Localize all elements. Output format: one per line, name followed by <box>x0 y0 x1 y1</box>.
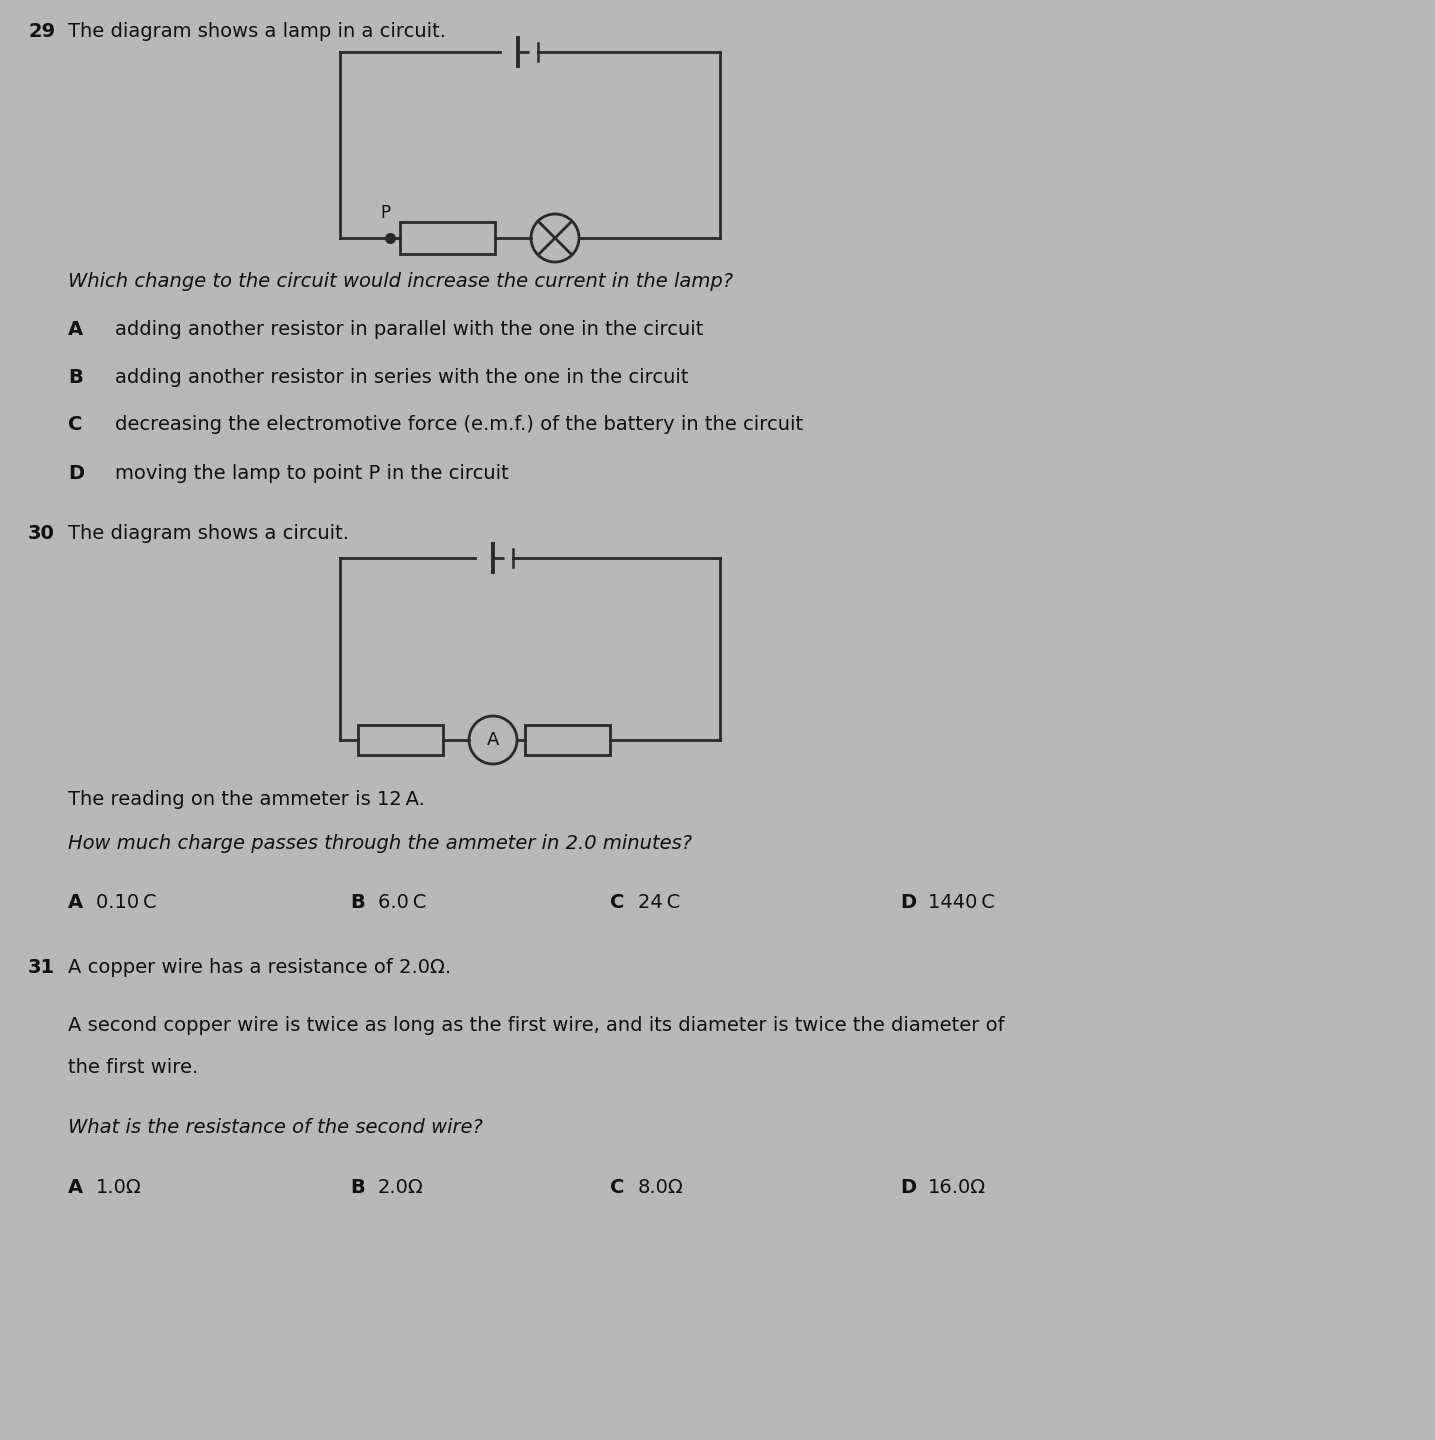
Text: 8.0Ω: 8.0Ω <box>639 1178 683 1197</box>
Text: moving the lamp to point P in the circuit: moving the lamp to point P in the circui… <box>115 464 509 482</box>
Text: B: B <box>67 369 83 387</box>
Text: 29: 29 <box>29 22 55 40</box>
Text: 0.10 C: 0.10 C <box>96 893 156 912</box>
Text: The diagram shows a lamp in a circuit.: The diagram shows a lamp in a circuit. <box>67 22 446 40</box>
Bar <box>525 724 610 755</box>
Text: 24 C: 24 C <box>639 893 680 912</box>
Bar <box>357 724 443 755</box>
Text: A copper wire has a resistance of 2.0Ω.: A copper wire has a resistance of 2.0Ω. <box>67 958 451 976</box>
Text: Which change to the circuit would increase the current in the lamp?: Which change to the circuit would increa… <box>67 272 733 291</box>
Text: The reading on the ammeter is 12 A.: The reading on the ammeter is 12 A. <box>67 791 425 809</box>
Text: D: D <box>67 464 85 482</box>
Text: D: D <box>900 1178 916 1197</box>
Text: A: A <box>67 320 83 338</box>
Text: 30: 30 <box>29 524 55 543</box>
Text: 1440 C: 1440 C <box>928 893 994 912</box>
Text: A second copper wire is twice as long as the first wire, and its diameter is twi: A second copper wire is twice as long as… <box>67 1017 1004 1035</box>
Text: 31: 31 <box>29 958 55 976</box>
Text: A: A <box>67 893 83 912</box>
Text: adding another resistor in parallel with the one in the circuit: adding another resistor in parallel with… <box>115 320 703 338</box>
Text: What is the resistance of the second wire?: What is the resistance of the second wir… <box>67 1117 482 1138</box>
Text: D: D <box>900 893 916 912</box>
Text: decreasing the electromotive force (e.m.f.) of the battery in the circuit: decreasing the electromotive force (e.m.… <box>115 415 804 433</box>
Text: 1.0Ω: 1.0Ω <box>96 1178 142 1197</box>
Text: B: B <box>350 1178 364 1197</box>
Text: 16.0Ω: 16.0Ω <box>928 1178 986 1197</box>
Text: 2.0Ω: 2.0Ω <box>377 1178 423 1197</box>
Text: 6.0 C: 6.0 C <box>377 893 426 912</box>
Text: A: A <box>67 1178 83 1197</box>
Text: A: A <box>486 732 499 749</box>
Text: adding another resistor in series with the one in the circuit: adding another resistor in series with t… <box>115 369 689 387</box>
Text: The diagram shows a circuit.: The diagram shows a circuit. <box>67 524 349 543</box>
Text: C: C <box>67 415 82 433</box>
Text: P: P <box>380 204 390 222</box>
Text: C: C <box>610 1178 624 1197</box>
Text: How much charge passes through the ammeter in 2.0 minutes?: How much charge passes through the ammet… <box>67 834 692 852</box>
Bar <box>400 222 495 253</box>
Text: C: C <box>610 893 624 912</box>
Text: B: B <box>350 893 364 912</box>
Text: the first wire.: the first wire. <box>67 1058 198 1077</box>
